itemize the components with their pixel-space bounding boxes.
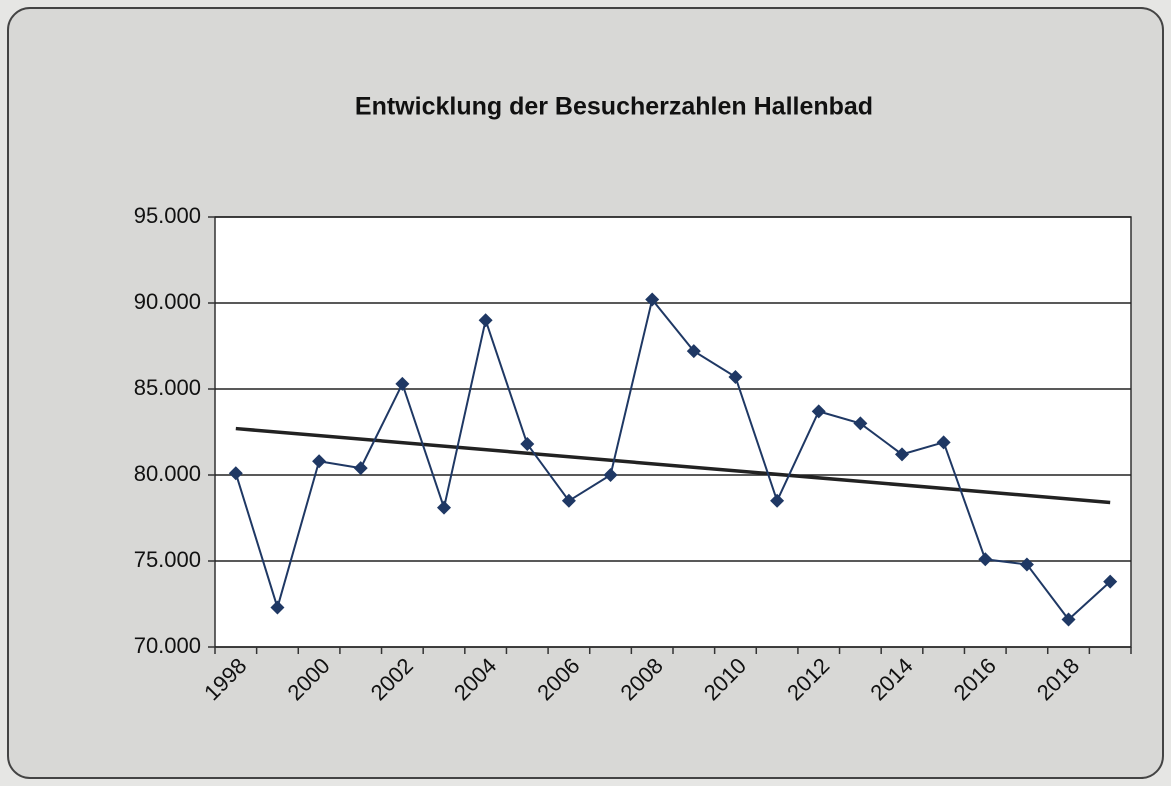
y-tick-label: 95.000 — [134, 203, 201, 228]
data-point — [603, 468, 618, 482]
data-point — [811, 404, 826, 419]
data-point — [978, 552, 993, 567]
data-point — [1103, 574, 1118, 589]
data-point — [478, 313, 493, 328]
data-line — [234, 297, 1111, 621]
data-point — [312, 454, 327, 469]
data-point — [228, 466, 243, 481]
data-point — [728, 369, 743, 384]
data-point — [437, 500, 451, 515]
data-point — [645, 292, 660, 307]
trend-line — [235, 426, 1111, 505]
data-point — [270, 600, 285, 615]
data-point — [561, 493, 576, 508]
y-tick-label: 70.000 — [134, 633, 201, 658]
data-point — [895, 447, 909, 462]
plot-area — [214, 216, 1132, 648]
y-tick-label: 90.000 — [134, 289, 201, 314]
chart-title: Entwicklung der Besucherzahlen Hallenbad — [355, 93, 873, 121]
y-tick-label: 75.000 — [134, 547, 201, 572]
data-point — [686, 344, 701, 359]
data-point — [395, 376, 410, 391]
y-tick-label: 85.000 — [134, 375, 201, 400]
data-point — [853, 416, 868, 431]
data-point — [1061, 612, 1076, 627]
data-point — [353, 461, 368, 476]
data-point — [520, 437, 535, 452]
data-point — [770, 493, 785, 508]
data-point — [936, 435, 951, 450]
data-point — [1019, 557, 1034, 572]
y-tick-label: 80.000 — [134, 461, 201, 486]
